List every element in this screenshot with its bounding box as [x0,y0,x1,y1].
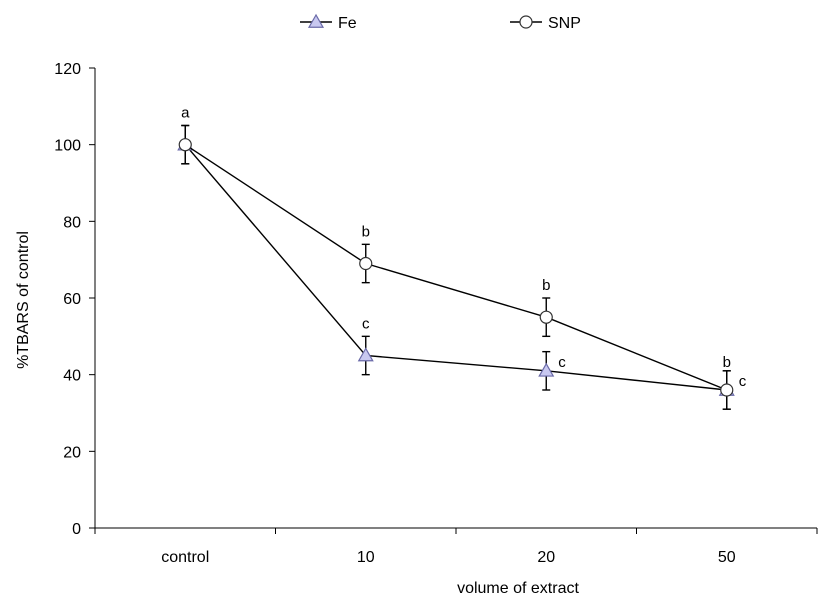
legend-item-fe: Fe [300,13,357,32]
significance-label: b [723,354,731,371]
legend-marker [519,15,533,29]
series-snp: a b b b [178,105,734,410]
legend-label: SNP [548,15,581,32]
x-tick-label: 10 [357,549,375,566]
significance-label: a [181,105,190,122]
data-point [720,383,734,397]
axes: 0 20 40 60 80 100 120 control 10 20 50 [54,61,818,566]
x-tick-label: 20 [537,549,555,566]
significance-label: c [739,373,747,390]
series-layer: c c c a b b b [177,105,747,410]
legend-marker [307,13,325,28]
significance-label: b [362,223,370,240]
y-tick-label: 80 [63,214,81,231]
significance-label: c [558,354,566,371]
legend-label: Fe [338,15,357,32]
y-axis-title: %TBARS of control [15,231,32,369]
legend: Fe SNP [300,13,581,32]
data-point [359,256,373,271]
y-tick-label: 120 [54,61,81,78]
x-tick-label: control [161,549,209,566]
data-point [357,347,374,362]
y-tick-label: 100 [54,138,81,155]
significance-label: c [362,315,370,332]
significance-label: b [542,277,550,294]
x-axis-title: volume of extract [457,580,579,597]
x-tick-label: 50 [718,549,736,566]
series-line [184,144,727,391]
y-tick-label: 40 [63,368,81,385]
data-point [539,310,553,324]
legend-item-snp: SNP [510,15,581,32]
data-point [538,362,555,377]
series-fe: c c c [177,124,747,410]
series-line [184,144,728,391]
y-tick-label: 0 [72,521,81,538]
y-tick-label: 20 [63,444,81,461]
y-tick-label: 60 [63,291,81,308]
data-point [178,138,192,152]
